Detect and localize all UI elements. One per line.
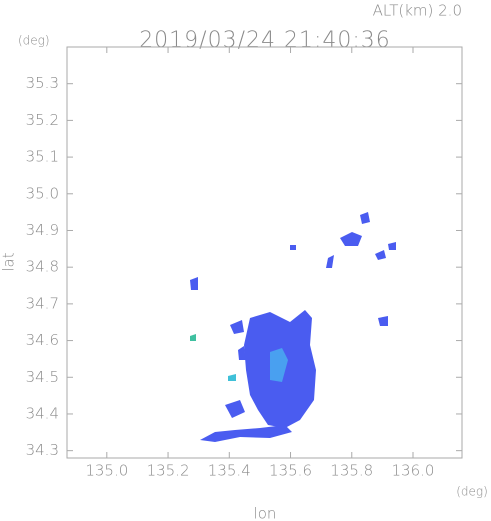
y-tick-label: 34.5 — [26, 368, 59, 386]
echo — [326, 255, 334, 268]
y-tick-label: 35.3 — [26, 74, 59, 92]
echo — [375, 250, 386, 260]
echo-core — [228, 374, 236, 381]
x-tick-label: 135.8 — [330, 462, 373, 480]
plot-frame — [66, 46, 463, 459]
echo — [388, 242, 396, 250]
chart-title: 2019/03/24 21:40:36 — [139, 28, 391, 53]
x-tick-label: 135.6 — [269, 462, 312, 480]
x-unit: (deg) — [456, 485, 488, 499]
x-tick-label: 135.4 — [208, 462, 251, 480]
y-tick-label: 34.8 — [26, 258, 59, 276]
y-tick-label: 34.3 — [26, 441, 59, 459]
x-axis-label: lon — [254, 505, 277, 521]
echo — [340, 232, 362, 246]
echo — [378, 316, 388, 326]
radar-echoes — [190, 212, 396, 442]
y-unit: (deg) — [18, 34, 50, 48]
y-tick-label: 35.1 — [26, 148, 59, 166]
y-tick-label: 35.2 — [26, 111, 59, 129]
echo — [200, 425, 292, 442]
x-tick-label: 136.0 — [392, 462, 435, 480]
echo — [225, 400, 245, 418]
echo-core — [190, 334, 196, 341]
echo — [238, 346, 246, 360]
y-tick-label: 34.7 — [26, 294, 59, 312]
y-tick-label: 35.0 — [26, 184, 59, 202]
y-tick-label: 34.4 — [26, 404, 59, 422]
x-tick-label: 135.2 — [147, 462, 190, 480]
echo — [360, 212, 370, 224]
echo — [190, 277, 198, 290]
echo — [290, 245, 296, 250]
echo — [230, 320, 244, 334]
y-axis-label: lat — [0, 252, 18, 271]
echo-core — [270, 348, 288, 382]
y-tick-label: 34.6 — [26, 331, 59, 349]
x-tick-label: 135.0 — [85, 462, 128, 480]
altitude-label: ALT(km) 2.0 — [373, 2, 462, 20]
y-tick-label: 34.9 — [26, 221, 59, 239]
